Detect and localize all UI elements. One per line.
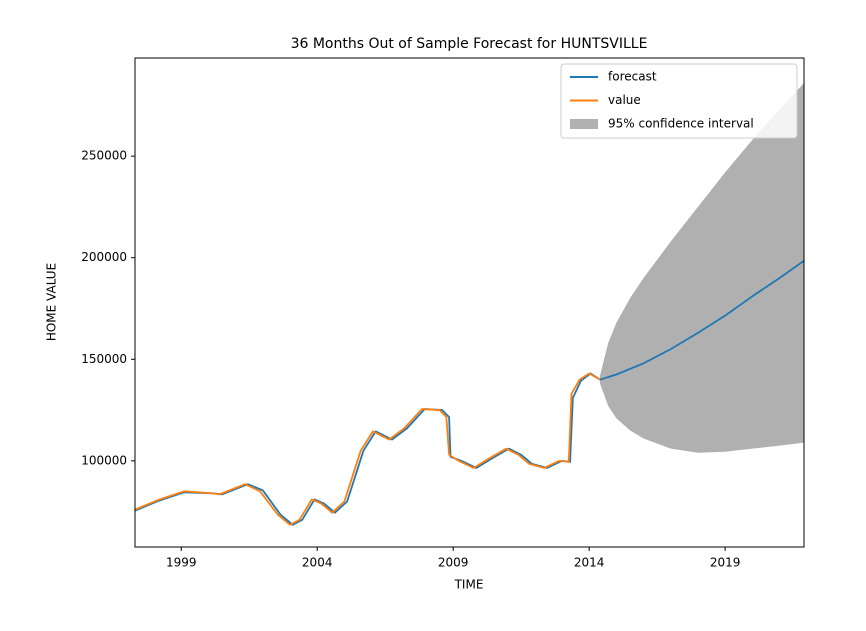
y-tick-label: 100000: [81, 453, 127, 467]
legend-label: forecast: [608, 70, 657, 84]
x-tick-label: 2019: [710, 556, 741, 570]
x-tick-label: 1999: [166, 556, 197, 570]
legend-label: 95% confidence interval: [608, 117, 754, 131]
legend-label: value: [608, 93, 641, 107]
plot-frame: [134, 57, 805, 548]
y-tick-label: 150000: [81, 352, 127, 366]
y-axis-label: HOME VALUE: [45, 263, 59, 341]
y-tick-label: 200000: [81, 250, 127, 264]
chart-title: 36 Months Out of Sample Forecast for HUN…: [291, 36, 648, 52]
legend: forecast value 95% confidence interval: [560, 63, 798, 139]
plot-area: [135, 82, 804, 526]
x-tick-label: 2004: [302, 556, 333, 570]
y-tick-label: 250000: [81, 149, 127, 163]
legend-box: [560, 63, 798, 139]
series-line: [135, 260, 804, 526]
legend-swatch: [570, 119, 598, 129]
x-tick-label: 2009: [438, 556, 469, 570]
x-axis-label: TIME: [454, 578, 484, 592]
x-tick-label: 2014: [574, 556, 605, 570]
series-line: [135, 372, 601, 526]
